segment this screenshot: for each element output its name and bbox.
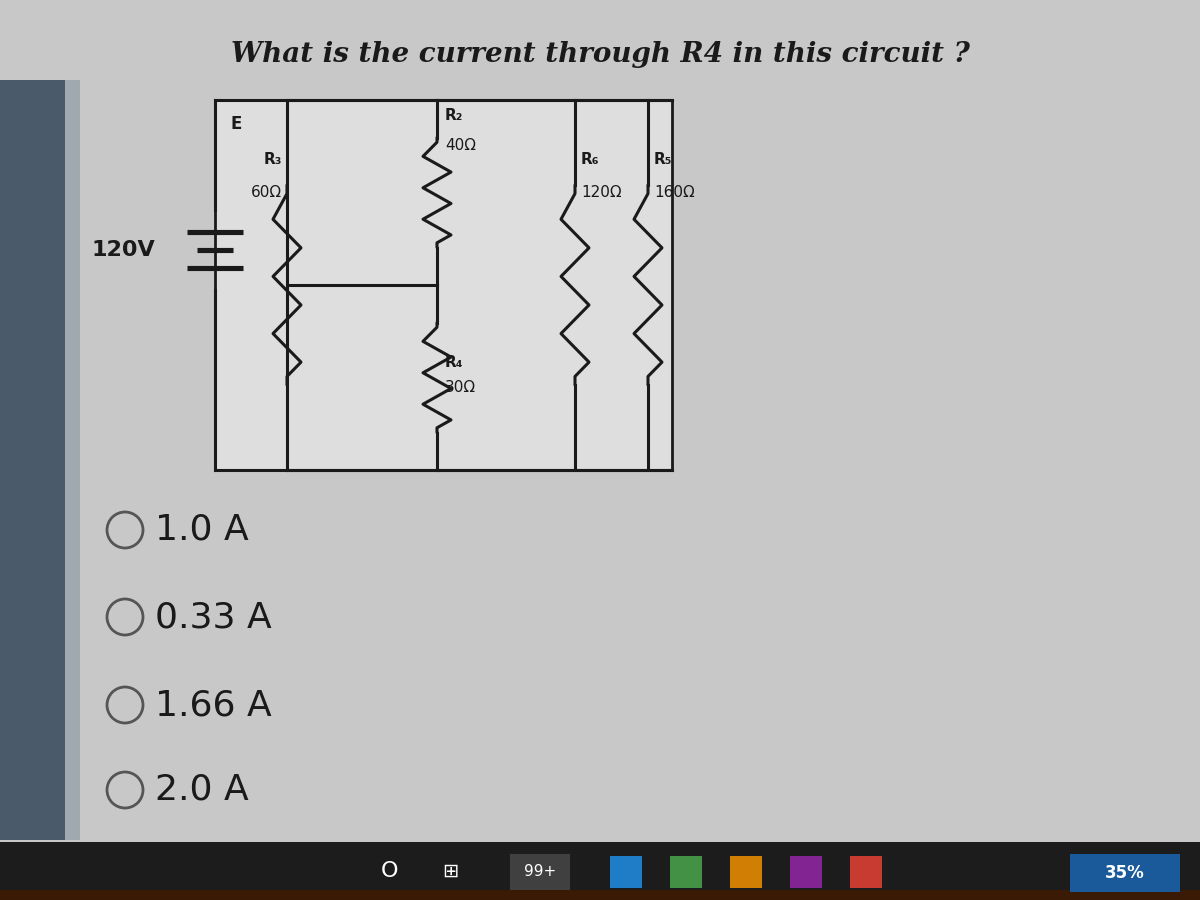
Text: O: O — [382, 861, 398, 881]
Bar — [0, 80, 80, 840]
Text: 30Ω: 30Ω — [445, 380, 476, 395]
Bar — [790, 856, 822, 888]
Text: R₄: R₄ — [445, 355, 463, 370]
Text: 35%: 35% — [1105, 864, 1145, 882]
Text: 1.66 A: 1.66 A — [155, 688, 271, 722]
Bar — [0, 80, 65, 840]
Bar — [0, 890, 1200, 900]
Text: R₂: R₂ — [445, 107, 463, 122]
Text: 60Ω: 60Ω — [251, 185, 282, 200]
Bar — [730, 856, 762, 888]
Text: 120Ω: 120Ω — [581, 185, 622, 200]
Bar — [1070, 854, 1180, 892]
Bar — [850, 856, 882, 888]
Text: ⊞: ⊞ — [442, 861, 458, 880]
Text: R₆: R₆ — [581, 152, 600, 167]
Text: 120V: 120V — [91, 240, 155, 260]
Bar — [610, 856, 642, 888]
Text: 1.0 A: 1.0 A — [155, 513, 248, 547]
Text: 160Ω: 160Ω — [654, 185, 695, 200]
Bar — [0, 842, 1200, 900]
Text: 2.0 A: 2.0 A — [155, 773, 248, 807]
Text: 40Ω: 40Ω — [445, 138, 476, 152]
Bar — [510, 854, 570, 890]
Bar — [670, 856, 702, 888]
Text: R₃: R₃ — [264, 152, 282, 167]
Text: E: E — [230, 115, 241, 133]
Text: R₅: R₅ — [654, 152, 672, 167]
Text: 0.33 A: 0.33 A — [155, 600, 271, 634]
Text: What is the current through R4 in this circuit ?: What is the current through R4 in this c… — [230, 41, 970, 68]
Text: 99+: 99+ — [524, 863, 556, 878]
Bar — [215, 100, 672, 470]
